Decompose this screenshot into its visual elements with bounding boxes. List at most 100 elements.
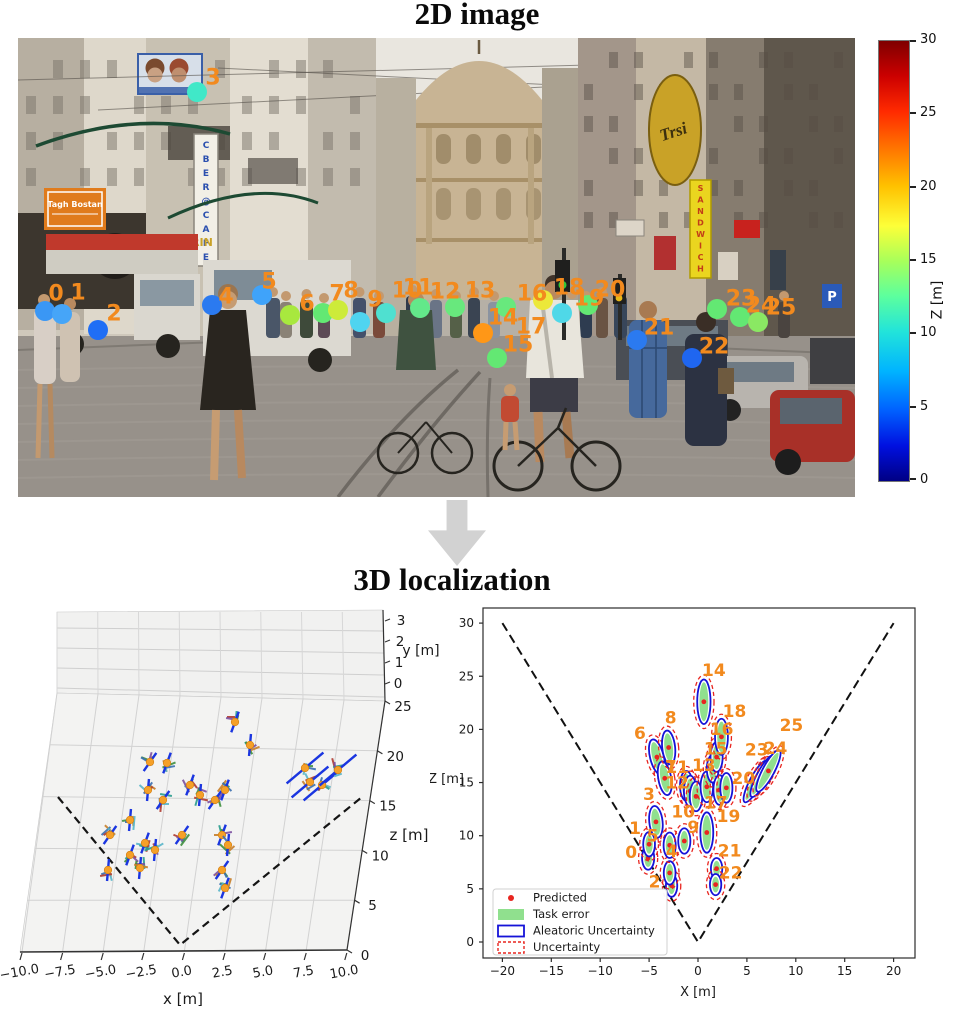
plot-3d-localization-panel: −10.0 −7.5 −5.0 −2.5 0.0 2.5 5.0 7.5 10.0 x [m] 0 5… [0, 600, 480, 1016]
svg-text:3: 3 [205, 66, 220, 91]
skeleton-18 [290, 765, 330, 799]
person-ellipse-8 [657, 725, 680, 770]
plot-3d-localization: −10.0 −7.5 −5.0 −2.5 0.0 2.5 5.0 7.5 10.0 x [m] 0 5… [0, 609, 440, 1008]
skeleton-1 [244, 733, 260, 757]
colorbar-tick-label: 15 [920, 252, 937, 267]
svg-text:0: 0 [48, 282, 63, 307]
skeleton-16 [219, 833, 236, 857]
detection-21: 21 [627, 316, 675, 350]
skeleton-5 [155, 790, 173, 813]
svg-text:2: 2 [106, 302, 121, 327]
svg-text:1: 1 [629, 819, 641, 839]
svg-text:0: 0 [625, 843, 637, 863]
person-ellipse-12 [685, 776, 707, 817]
svg-text:5.0: 5.0 [252, 963, 275, 981]
skeleton-13 [144, 838, 164, 862]
person-ellipse-4 [659, 856, 680, 890]
svg-text:5: 5 [466, 882, 474, 896]
svg-text:−20: −20 [490, 964, 515, 978]
detection-6: 6 [280, 292, 315, 325]
svg-text:z [m]: z [m] [390, 826, 429, 844]
svg-text:9: 9 [687, 818, 699, 838]
svg-text:6: 6 [634, 724, 646, 744]
svg-text:7.5: 7.5 [292, 963, 315, 981]
depth-colorbar: 0 5 10 15 20 25 30 Z [m] [878, 32, 954, 487]
svg-text:A: A [697, 196, 704, 205]
svg-text:25: 25 [780, 716, 804, 736]
svg-text:R: R [203, 183, 210, 193]
svg-text:y [m]: y [m] [402, 643, 439, 659]
colorbar-tick-label: 5 [920, 398, 929, 414]
svg-text:N: N [697, 207, 704, 216]
detection-16: 16 [517, 282, 553, 310]
skeletons-layer [99, 710, 358, 899]
svg-text:3: 3 [643, 785, 655, 805]
svg-text:2.5: 2.5 [211, 963, 234, 981]
svg-text:10.0: 10.0 [329, 963, 360, 983]
person-ellipse-7 [653, 756, 676, 801]
svg-text:19: 19 [717, 807, 741, 827]
svg-text:15: 15 [503, 333, 534, 358]
skeleton-4 [138, 778, 156, 802]
svg-text:4: 4 [666, 842, 678, 862]
skeleton-15 [214, 824, 233, 846]
street-photo-panel: Tagh BostanCBER@CAFEMAZARINTrsiSANDWICHP… [18, 38, 855, 497]
skeleton-6 [181, 774, 198, 796]
skeleton-25 [99, 858, 113, 882]
svg-text:C: C [203, 211, 210, 221]
svg-text:0: 0 [361, 948, 370, 964]
detection-3: 3 [187, 66, 221, 102]
title-2d-image: 2D image [414, 0, 540, 31]
detection-19: 19 [574, 287, 604, 315]
skeleton-0 [225, 710, 240, 733]
svg-text:0: 0 [694, 964, 702, 978]
svg-text:22: 22 [699, 335, 730, 360]
detection-14: 14 [473, 306, 518, 343]
svg-text:−2.5: −2.5 [124, 962, 158, 982]
svg-text:0: 0 [394, 676, 403, 692]
svg-text:30: 30 [459, 616, 474, 630]
svg-text:−7.5: −7.5 [43, 962, 77, 982]
svg-text:13: 13 [692, 756, 716, 776]
skeleton-22 [133, 856, 149, 880]
colorbar-tick [910, 259, 916, 261]
svg-text:E: E [203, 253, 209, 263]
detection-22: 22 [682, 335, 730, 368]
svg-text:16: 16 [710, 720, 734, 740]
svg-text:A: A [203, 225, 210, 235]
svg-text:13: 13 [465, 279, 496, 304]
colorbar-tick [910, 112, 916, 115]
svg-text:1: 1 [395, 655, 404, 671]
svg-text:5: 5 [261, 270, 276, 295]
skeleton-23 [213, 860, 230, 880]
person-ellipse-9 [674, 823, 695, 859]
skeleton-21 [123, 844, 139, 866]
svg-text:11: 11 [403, 276, 434, 301]
svg-text:F: F [203, 239, 209, 249]
colorbar-tick-label: 20 [920, 178, 937, 194]
svg-text:15: 15 [459, 776, 474, 790]
plot-bev-uncertainty: 0123456789101112131415161718192021222324… [428, 607, 916, 1000]
detection-11: 11 [403, 276, 434, 318]
person-ellipse-25 [752, 745, 785, 797]
svg-text:25: 25 [394, 699, 411, 715]
svg-text:21: 21 [644, 316, 675, 341]
colorbar-tick [910, 332, 916, 335]
person-ellipse-17 [696, 807, 718, 858]
svg-text:24: 24 [764, 739, 788, 759]
svg-text:X [m]: X [m] [680, 985, 716, 1000]
svg-text:1: 1 [70, 281, 85, 306]
svg-text:10: 10 [788, 964, 803, 978]
colorbar-tick [910, 40, 916, 42]
skeleton-3 [162, 752, 176, 774]
title-3d-localization: 3D localization [353, 562, 551, 597]
svg-text:20: 20 [459, 722, 474, 736]
svg-text:B: B [203, 155, 210, 165]
svg-text:5: 5 [647, 826, 659, 846]
street-photo: Tagh BostanCBER@CAFEMAZARINTrsiSANDWICHP… [18, 38, 855, 497]
svg-text:C: C [203, 141, 210, 151]
svg-text:E: E [203, 169, 209, 179]
detection-25: 25 [748, 296, 796, 332]
colorbar-tick-label: 25 [920, 105, 937, 121]
person-ellipse-20 [716, 767, 737, 808]
